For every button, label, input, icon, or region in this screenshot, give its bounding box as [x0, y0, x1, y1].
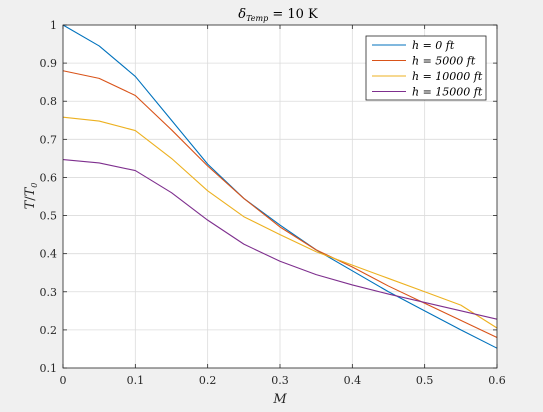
- y-tick-label: 0.9: [40, 57, 58, 70]
- x-tick-label: 0.3: [271, 374, 289, 387]
- y-tick-label: 0.1: [40, 362, 58, 375]
- legend-box: [365, 35, 487, 101]
- y-tick-label: 1: [50, 19, 57, 32]
- x-tick-label: 0.6: [488, 374, 506, 387]
- ticks: [62, 24, 498, 369]
- legend-label: h = 0 ft: [412, 39, 455, 52]
- legend-label: h = 15000 ft: [412, 86, 483, 99]
- x-axis-label: M: [272, 392, 287, 407]
- legend: h = 0 ft h = 5000 ft h = 10000 ft h = 15000…: [365, 35, 487, 101]
- series-line-2: [62, 116, 498, 329]
- series-line-0: [62, 24, 498, 349]
- y-tick-labels: 0.1 0.2 0.3 0.4 0.5 0.6 0.7 0.8 0.9 1: [40, 19, 58, 375]
- y-tick-label: 0.6: [40, 171, 58, 184]
- series-lines: [62, 24, 498, 349]
- y-tick-label: 0.7: [40, 133, 58, 146]
- x-tick-label: 0: [60, 374, 67, 387]
- x-tick-label: 0.1: [127, 374, 145, 387]
- series-line-1: [62, 70, 498, 339]
- y-tick-label: 0.2: [40, 324, 58, 337]
- x-tick-label: 0.4: [344, 374, 362, 387]
- y-axis-label: T/T0: [23, 183, 39, 210]
- y-tick-label: 0.3: [40, 286, 58, 299]
- y-tick-label: 0.4: [40, 248, 58, 261]
- x-tick-label: 0.5: [416, 374, 434, 387]
- x-tick-label: 0.2: [199, 374, 217, 387]
- y-tick-label: 0.8: [40, 95, 58, 108]
- x-tick-labels: 0 0.1 0.2 0.3 0.4 0.5 0.6: [60, 374, 506, 387]
- legend-label: h = 10000 ft: [412, 70, 483, 83]
- y-tick-label: 0.5: [40, 210, 58, 223]
- chart-title: δTemp = 10 K: [238, 7, 318, 23]
- series-line-3: [62, 158, 498, 320]
- legend-label: h = 5000 ft: [412, 55, 476, 68]
